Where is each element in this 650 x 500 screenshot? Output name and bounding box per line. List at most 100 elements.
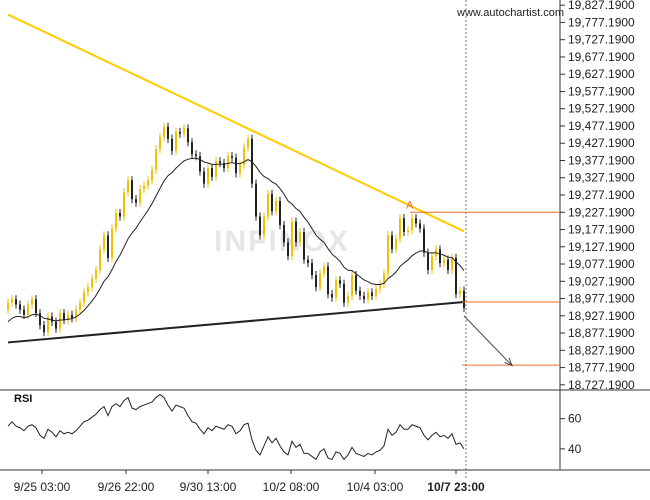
candle-body [463, 290, 465, 308]
candle-body [267, 194, 269, 217]
candle-body [411, 218, 413, 231]
candle-body [295, 221, 297, 243]
candle-body [367, 292, 369, 300]
time-tick-label: 10/7 23:00 [427, 480, 485, 494]
candle-body [307, 259, 309, 264]
candle-body [439, 249, 441, 264]
candle-body [275, 200, 277, 212]
candle-body [355, 275, 357, 291]
candle-body [215, 161, 217, 177]
candle-body [315, 275, 317, 288]
candle-body [91, 278, 93, 288]
candle-body [379, 283, 381, 289]
candle-body [139, 188, 141, 203]
candle-body [427, 252, 429, 270]
candle-body [167, 126, 169, 139]
support-line [7, 301, 465, 344]
candle-body [243, 147, 245, 165]
time-tick-label: 9/25 03:00 [14, 480, 71, 494]
price-tick-label: 19,627.1900 [568, 67, 635, 81]
price-tick-label: 18,977.1900 [568, 292, 635, 306]
resistance-line [7, 13, 465, 233]
price-tick-label: 18,927.1900 [568, 309, 635, 323]
candle-body [335, 280, 337, 298]
candle-body [331, 294, 333, 298]
candle-body [71, 314, 73, 319]
price-tick-label: 19,827.1900 [568, 0, 635, 12]
candle-body [115, 213, 117, 229]
candle-body [415, 218, 417, 224]
price-tick-label: 19,327.1900 [568, 171, 635, 185]
triangle-pattern: A [7, 0, 560, 480]
time-tick-label: 10/4 03:00 [347, 480, 404, 494]
candle-body [43, 325, 45, 333]
candle-body [311, 263, 313, 276]
candle-body [263, 216, 265, 236]
candle-body [251, 138, 253, 184]
price-tick-label: 19,677.1900 [568, 50, 635, 64]
forecast-arrow-head [504, 357, 513, 367]
candle-body [403, 218, 405, 232]
candle-body [423, 228, 425, 253]
price-tick-label: 19,227.1900 [568, 205, 635, 219]
candle-body [459, 290, 461, 295]
candle-body [39, 313, 41, 326]
price-tick-label: 19,727.1900 [568, 33, 635, 47]
candle-body [343, 283, 345, 303]
candle-body [203, 171, 205, 184]
candle-body [123, 192, 125, 217]
candle-body [163, 126, 165, 138]
candle-body [31, 299, 33, 305]
candle-body [15, 299, 17, 305]
price-tick-label: 19,077.1900 [568, 257, 635, 271]
forecast-arrow-line [463, 315, 513, 366]
candle-body [87, 287, 89, 293]
price-tick-label: 18,827.1900 [568, 343, 635, 357]
candle-body [143, 185, 145, 189]
candle-body [67, 314, 69, 321]
candle-body [339, 280, 341, 284]
price-tick-label: 19,277.1900 [568, 188, 635, 202]
price-axis-ticks: 19,827.1900 19,777.1900 19,727.1900 19,677.… [560, 0, 635, 392]
candle-body [239, 164, 241, 174]
candle-body [95, 269, 97, 279]
candle-body [451, 257, 453, 270]
candle-body [375, 288, 377, 296]
time-axis-ticks: 9/25 03:00 9/26 22:00 9/30 13:00 10/2 08:00… [14, 470, 485, 494]
candle-body [287, 242, 289, 257]
candle-body [75, 309, 77, 319]
candle-body [11, 299, 13, 303]
candle-body [187, 128, 189, 143]
candle-body [183, 128, 185, 134]
watermark-site: www.autochartist.com [456, 7, 564, 19]
moving-average-layer [7, 157, 465, 323]
candle-body [231, 156, 233, 158]
candle-body [175, 131, 177, 151]
candle-body [283, 225, 285, 243]
candle-body [119, 213, 121, 217]
candle-body [363, 295, 365, 300]
candle-body [7, 302, 9, 310]
candle-body [63, 313, 65, 321]
candle-body [55, 321, 57, 329]
watermark-brand: INFINOX [214, 225, 350, 258]
candle-body [171, 138, 173, 151]
candle-body [407, 230, 409, 232]
price-tick-label: 19,177.1900 [568, 223, 635, 237]
price-tick-label: 19,527.1900 [568, 102, 635, 116]
candle-body [223, 162, 225, 169]
candle-body [111, 228, 113, 258]
candle-body [455, 257, 457, 295]
candle-body [391, 235, 393, 250]
rsi-title: RSI [14, 393, 32, 405]
rsi-layer: 60 40 [7, 393, 582, 461]
candle-body [59, 313, 61, 329]
rsi-line [7, 393, 465, 461]
candle-body [207, 168, 209, 184]
candle-body [179, 131, 181, 134]
candle-body [155, 149, 157, 170]
candle-body [191, 142, 193, 155]
candle-body [351, 275, 353, 296]
candle-body [419, 223, 421, 229]
